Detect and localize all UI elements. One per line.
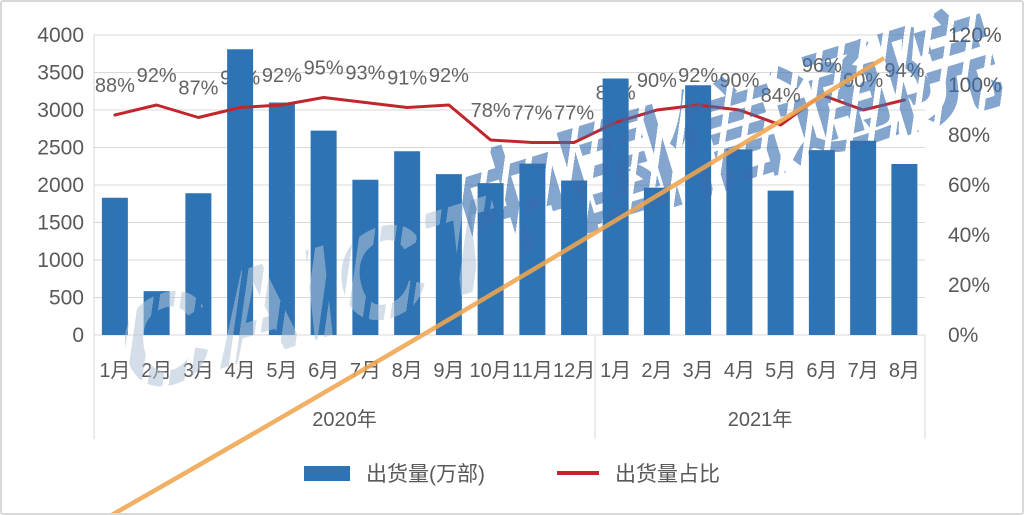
- shipment-bar: [185, 193, 212, 335]
- right-axis-tick-label: 40%: [948, 224, 990, 247]
- line-data-label: 84%: [761, 85, 801, 107]
- shipment-bar: [685, 85, 712, 335]
- line-data-label: 92%: [678, 65, 718, 87]
- right-axis-tick-label: 20%: [948, 274, 990, 297]
- shipment-bar: [435, 174, 462, 335]
- left-axis-tick-label: 2500: [37, 137, 84, 160]
- month-axis-label: 3月: [683, 360, 714, 382]
- shipment-bar: [850, 140, 877, 335]
- shipment-bar: [352, 179, 379, 335]
- month-axis-label: 9月: [433, 360, 464, 382]
- shipment-bar: [268, 102, 295, 335]
- shipment-bar: [101, 197, 128, 335]
- month-axis-label: 4月: [225, 360, 256, 382]
- right-axis-tick-label: 60%: [948, 174, 990, 197]
- month-axis-label: 2月: [641, 360, 672, 382]
- month-axis-label: 10月: [470, 360, 512, 382]
- left-axis-tick-label: 4000: [37, 24, 84, 47]
- year-axis-label: 2021年: [728, 408, 793, 431]
- left-axis-tick-label: 3500: [37, 62, 84, 85]
- month-axis-label: 7月: [848, 360, 879, 382]
- line-data-label: 87%: [178, 78, 218, 100]
- line-data-label: 92%: [262, 65, 302, 87]
- shipment-bar: [726, 149, 753, 335]
- month-axis-label: 7月: [350, 360, 381, 382]
- legend: 出货量(万部) 出货量占比: [2, 450, 1022, 496]
- line-data-label: 78%: [471, 100, 511, 122]
- shipment-bar: [602, 78, 629, 335]
- legend-bar-label: 出货量(万部): [366, 463, 485, 486]
- right-axis-tick-label: 120%: [948, 24, 1002, 47]
- line-data-label: 88%: [95, 75, 135, 97]
- month-axis-label: 6月: [806, 360, 837, 382]
- line-data-label: 77%: [512, 103, 552, 125]
- left-axis-tick-label: 1500: [37, 212, 84, 235]
- left-axis-tick-label: 1000: [37, 249, 84, 272]
- line-data-label: 90%: [843, 70, 883, 92]
- line-data-label: 77%: [554, 103, 594, 125]
- shipment-bar: [310, 130, 337, 335]
- month-axis-label: 8月: [889, 360, 920, 382]
- month-axis-label: 11月: [512, 360, 553, 382]
- right-axis-tick-label: 100%: [948, 74, 1002, 97]
- shipment-bar: [891, 164, 918, 335]
- line-data-label: 90%: [719, 70, 759, 92]
- month-axis-label: 2月: [141, 360, 172, 382]
- month-axis-label: 3月: [183, 360, 214, 382]
- shipment-bar: [477, 183, 504, 335]
- month-axis-label: 5月: [266, 360, 297, 382]
- shipment-bar: [561, 180, 588, 335]
- month-axis-label: 5月: [765, 360, 796, 382]
- month-axis-label: 6月: [308, 360, 339, 382]
- month-axis-label: 8月: [392, 360, 423, 382]
- month-axis-label: 4月: [724, 360, 755, 382]
- right-axis-tick-label: 0%: [948, 324, 978, 347]
- month-axis-label: 1月: [99, 360, 130, 382]
- line-data-label: 91%: [387, 68, 427, 90]
- line-data-label: 92%: [137, 65, 177, 87]
- line-data-label: 94%: [884, 60, 924, 82]
- shipment-bar: [394, 151, 421, 335]
- left-axis-tick-label: 500: [49, 287, 84, 310]
- shipment-bar: [227, 49, 254, 335]
- line-data-label: 95%: [304, 58, 344, 80]
- legend-line-swatch: [557, 471, 599, 475]
- left-axis-tick-label: 0: [72, 324, 84, 347]
- shipment-bar: [519, 163, 546, 335]
- legend-line-label: 出货量占比: [615, 463, 720, 486]
- shipment-bar: [767, 190, 794, 335]
- shipment-bar: [643, 187, 670, 335]
- line-data-label: 96%: [802, 55, 842, 77]
- year-axis-label: 2020年: [312, 408, 377, 431]
- shipment-bar: [808, 150, 835, 335]
- line-data-label: 92%: [429, 65, 469, 87]
- line-data-label: 93%: [345, 63, 385, 85]
- right-axis-tick-label: 80%: [948, 124, 990, 147]
- left-axis-tick-label: 2000: [37, 174, 84, 197]
- line-data-label: 90%: [637, 70, 677, 92]
- shipment-bar: [143, 291, 170, 335]
- legend-bar-swatch: [304, 465, 350, 481]
- month-axis-label: 1月: [600, 360, 631, 382]
- left-axis-tick-label: 3000: [37, 99, 84, 122]
- month-axis-label: 12月: [553, 360, 595, 382]
